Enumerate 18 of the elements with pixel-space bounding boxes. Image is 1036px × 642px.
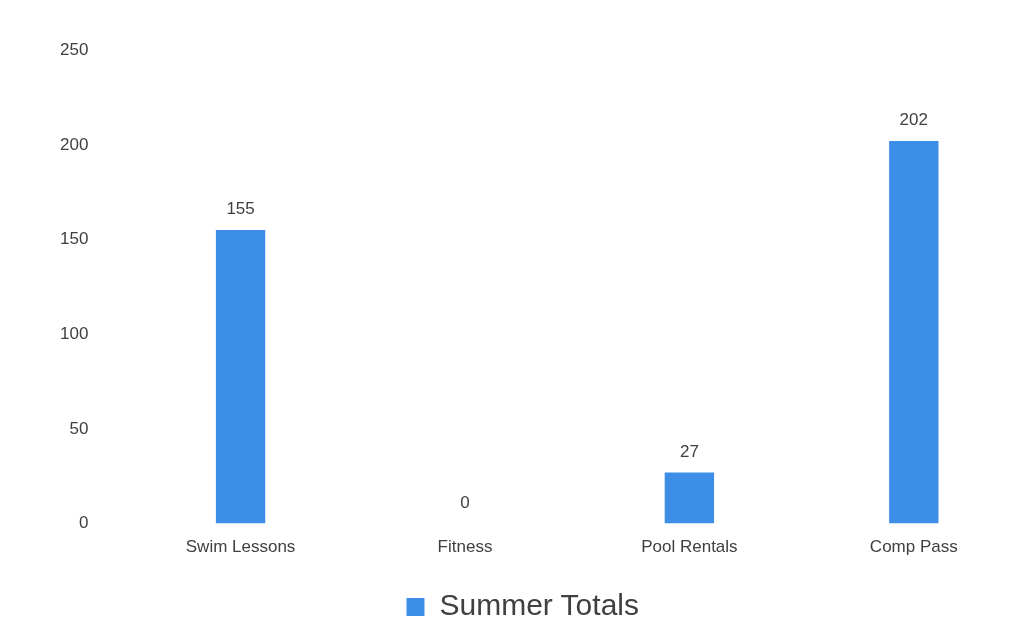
x-tick-label: Comp Pass [869,537,958,557]
y-tick-label: 150 [59,229,89,249]
legend-label: Summer Totals [439,588,639,622]
data-label: 27 [679,441,699,461]
y-tick-label: 200 [59,134,89,154]
bar [664,472,715,524]
x-tick-label: Fitness [437,537,493,557]
bar [215,230,266,524]
y-tick-label: 100 [59,323,89,343]
y-tick-label: 0 [78,513,89,533]
data-label: 0 [460,492,470,512]
x-tick-label: Swim Lessons [185,537,296,557]
bar [889,141,939,524]
x-tick-label: Pool Rentals [641,537,738,557]
data-label: 202 [899,110,928,130]
y-tick-label: 50 [69,418,89,438]
y-tick-label: 250 [59,39,89,59]
data-label: 155 [226,199,255,219]
